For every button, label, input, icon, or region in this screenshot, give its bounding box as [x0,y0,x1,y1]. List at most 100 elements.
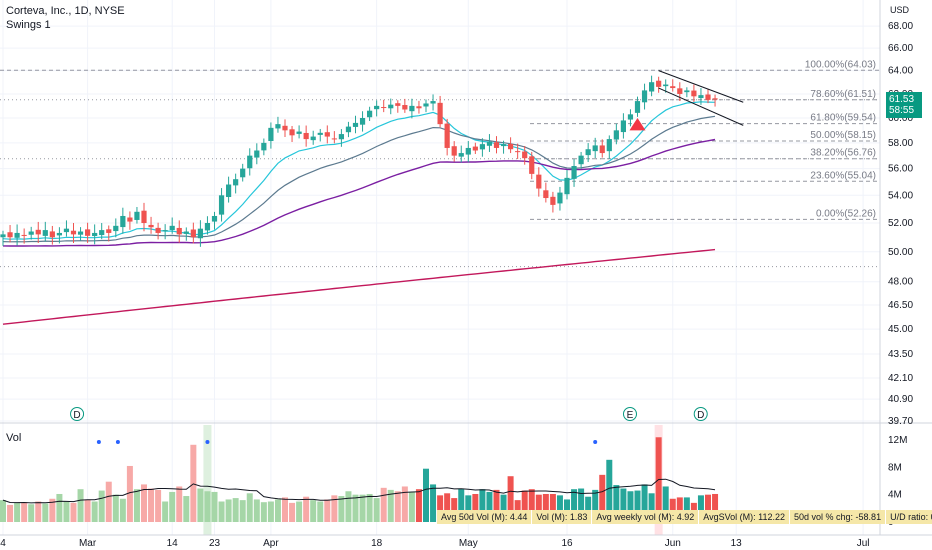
volume-bar [21,502,28,522]
bar-countdown: 58:55 [889,105,915,116]
volume-bar [599,474,606,522]
candle-body [465,147,471,155]
volume-bar [274,499,281,522]
volume-bar [28,504,35,522]
candle-body [275,124,281,129]
price-tick-label: 64.00 [888,66,913,77]
volume-bar [267,501,274,522]
volume-bar [507,476,514,522]
volume-bar [415,489,422,522]
volume-bar [169,491,176,522]
volume-bar [578,488,585,522]
volume-bar [535,494,542,522]
candle-body [451,146,457,156]
candle-body [367,110,373,118]
volume-bar [126,465,133,522]
time-axis: 4 Mar 14 23 Apr 18 May 16 Jun 13 Jul [0,534,932,549]
candle-body [444,123,450,148]
volume-signal-dot [205,440,210,444]
volume-tick-label: 4M [888,490,902,501]
volume-bar [465,495,472,522]
fib-level-label: 100.00%(64.03) [805,59,876,70]
volume-bar [119,498,126,522]
volume-bar [232,498,239,522]
price-axis: 39.70 40.90 42.10 43.50 45.00 46.50 48.00 50.00… [888,21,913,427]
volume-bar [458,489,465,522]
volume-bar [648,493,655,522]
volume-bar [500,494,507,522]
fibonacci-retracement: 100.00%(64.03) 78.60%(61.51) 61.80%(59.54)… [0,59,880,268]
price-tick-label: 43.50 [888,349,913,360]
candle-body [557,192,563,204]
candle-body [134,211,140,220]
candle-body [712,98,718,100]
candle-body [92,232,98,237]
volume-bar [162,501,169,522]
stat-avg-weekly-vol: Avg weekly vol (M): 4.92 [592,510,700,524]
volume-bar [641,484,648,522]
time-tick-label: Apr [263,538,279,549]
volume-bar [197,488,204,522]
candle-body [486,141,493,146]
price-tick-label: 60.00 [888,113,913,124]
candle-body [261,142,267,151]
candle-body [592,145,598,152]
volume-bar [56,493,63,522]
candle-body [352,122,359,127]
event-marker-label: D [697,410,704,421]
candle-body [641,90,648,103]
time-tick-label: 4 [0,538,6,549]
candle-body [7,232,13,238]
event-marker-icon [70,407,85,421]
candle-body [35,229,41,235]
stat-ud-ratio: U/D ratio: 0.9 [886,510,932,524]
volume-bar [662,486,669,522]
candle-body [550,196,556,205]
volume-bar [697,495,704,522]
candle-body [233,179,239,186]
candle-body [14,232,20,238]
fib-level-label: 78.60%(61.51) [810,89,876,100]
volume-bar [225,499,232,522]
volume-bar [77,489,84,522]
volume-bar [676,497,683,522]
candle-body [338,134,344,140]
volume-bar [387,489,394,522]
volume-bar [303,496,310,522]
volume-bar [394,491,401,522]
candle-body [388,104,394,109]
volume-bar [444,493,451,522]
volume-bar [634,490,641,522]
volume-bar [112,494,119,522]
ema-fast-line [2,101,716,240]
candle-body [310,136,316,141]
candle-body [620,120,626,133]
volume-signal-dot [115,440,120,444]
candle-body [21,234,27,236]
candle-body [472,146,478,151]
time-tick-label: 14 [167,538,179,549]
price-tick-label: 39.70 [888,416,913,427]
event-marker-icon [693,407,708,421]
candle-body [331,138,337,140]
candle-body [70,230,77,235]
volume-bar [98,490,105,522]
time-tick-label: 18 [371,538,383,549]
candle-body [684,90,690,93]
candle-body [458,153,464,157]
candle-body [240,168,246,178]
candle-body [430,101,436,104]
price-tick-label: 54.00 [888,190,913,201]
candle-body [303,132,309,140]
volume-average-line [2,478,716,504]
volume-bar [49,498,56,522]
candle-body [296,131,302,134]
volume-bar [42,503,49,522]
volume-bar [211,491,218,522]
volume-highlight [203,425,212,535]
volume-bar [324,499,331,522]
volume-bar [260,502,267,522]
candle-body [359,118,366,125]
wedge-lower-line [658,87,744,126]
